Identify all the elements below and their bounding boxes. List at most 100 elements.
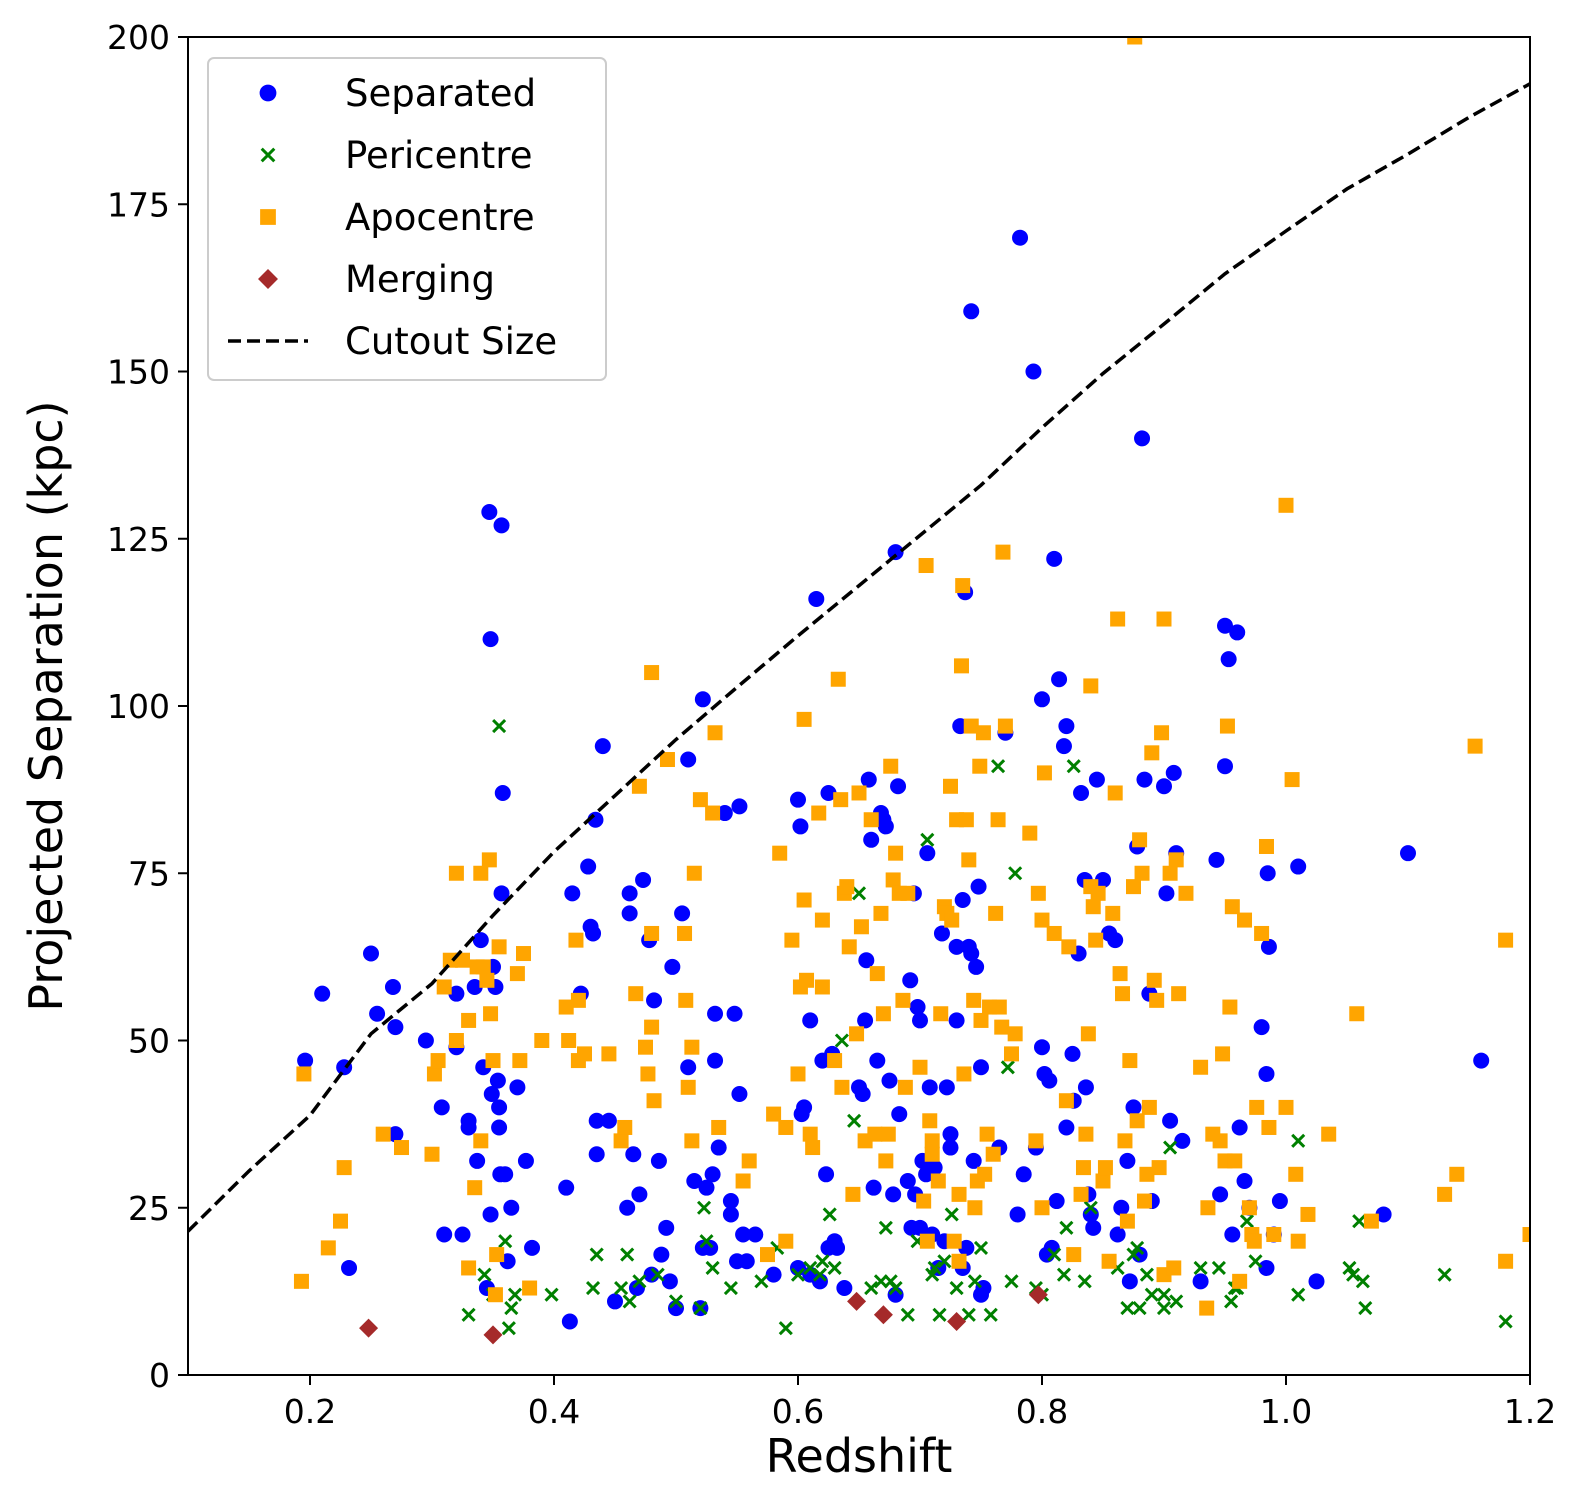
pericentre-point: [927, 1260, 942, 1276]
legend-label: Separated: [345, 72, 536, 115]
apocentre-point: [995, 544, 1011, 560]
apocentre-point: [991, 999, 1007, 1015]
apocentre-point: [485, 1053, 501, 1069]
pericentre-point: [477, 1267, 492, 1282]
apocentre-point: [955, 578, 971, 594]
separated-point: [1119, 1152, 1136, 1169]
apocentre-point: [805, 1140, 821, 1156]
pericentre-point: [1126, 1247, 1141, 1262]
pericentre-point: [650, 1267, 665, 1282]
x-tick-label: 0.2: [284, 1392, 336, 1431]
apocentre-point: [1007, 1026, 1023, 1042]
separated-point: [1034, 691, 1050, 708]
separated-point: [482, 631, 499, 648]
apocentre-point: [1258, 838, 1274, 854]
apocentre-point: [1126, 879, 1141, 895]
apocentre-point: [296, 1066, 312, 1082]
pericentre-point: [585, 1280, 601, 1296]
separated-point: [738, 1253, 755, 1270]
separated-point: [489, 1072, 506, 1089]
separated-point: [1125, 1099, 1142, 1116]
y-tick-label: 200: [107, 18, 170, 57]
apocentre-point: [1139, 1166, 1155, 1182]
apocentre-point: [333, 1213, 348, 1229]
separated-point: [1158, 885, 1175, 902]
separated-point: [1088, 771, 1105, 788]
apocentre-point: [577, 1046, 592, 1062]
apocentre-point: [320, 1240, 336, 1256]
apocentre-point: [522, 1280, 538, 1296]
apocentre-point: [479, 972, 495, 988]
legend-item-merging: Merging: [258, 258, 495, 301]
apocentre-point: [994, 1019, 1010, 1035]
legend-marker: [260, 147, 276, 163]
separated-point: [926, 1159, 943, 1176]
apocentre-point: [1061, 939, 1077, 955]
pericentre-point: [815, 1254, 830, 1269]
separated-point: [1085, 1219, 1102, 1236]
separated-point: [790, 791, 806, 808]
apocentre-point: [491, 939, 507, 955]
separated-point: [594, 738, 611, 755]
apocentre-point: [799, 972, 815, 988]
pericentre-point: [723, 1280, 738, 1296]
apocentre-point: [617, 1119, 633, 1135]
separated-point: [973, 1059, 989, 1076]
legend-label: Cutout Size: [345, 320, 557, 363]
separated-point: [1174, 1132, 1191, 1149]
separated-point: [921, 1079, 938, 1096]
apocentre-point: [534, 1033, 550, 1048]
apocentre-point: [436, 979, 452, 995]
pericentre-point: [949, 1280, 964, 1296]
apocentre-point: [853, 919, 869, 935]
apocentre-point: [814, 912, 830, 928]
separated-point: [1473, 1052, 1490, 1069]
apocentre-point: [1115, 986, 1131, 1002]
apocentre-point: [1110, 611, 1126, 627]
separated-point: [524, 1239, 541, 1256]
apocentre-point: [1227, 1153, 1243, 1169]
apocentre-point: [1097, 1160, 1113, 1176]
separated-point: [1048, 1193, 1065, 1210]
apocentre-point: [888, 845, 904, 861]
separated-point: [472, 932, 489, 949]
legend: Separated Pericentre Apocentre Merging Cutou…: [207, 57, 607, 381]
separated-point: [1224, 1226, 1241, 1243]
apocentre-point: [686, 865, 702, 881]
separated-point: [1258, 1259, 1275, 1276]
pericentre-point: [696, 1200, 712, 1215]
separated-point: [1290, 858, 1307, 875]
pericentre-point: [705, 1260, 720, 1276]
legend-item-apocentre: Apocentre: [260, 196, 535, 239]
apocentre-point: [990, 812, 1006, 828]
apocentre-point: [900, 885, 916, 901]
apocentre-point: [613, 1133, 629, 1149]
separated-point: [1046, 550, 1063, 567]
apocentre-point: [784, 932, 800, 948]
y-tick-label: 175: [107, 185, 170, 224]
separated-point: [517, 1152, 534, 1169]
pericentre-point: [1211, 1260, 1226, 1276]
pericentre-point: [851, 886, 867, 901]
apocentre-point: [1088, 932, 1104, 948]
apocentre-point: [851, 785, 867, 801]
separated-point: [1051, 671, 1068, 688]
pericentre-point: [1066, 759, 1081, 774]
separated-point: [731, 798, 748, 815]
apocentre-point: [1290, 1233, 1306, 1249]
apocentre-point: [467, 1180, 483, 1196]
apocentre-point: [796, 892, 812, 908]
cutout-size-line: [188, 82, 1530, 1233]
separated-point: [722, 1193, 739, 1210]
apocentre-point: [827, 1053, 843, 1069]
separated-point: [938, 1079, 955, 1096]
separated-point: [1400, 845, 1416, 862]
apocentre-point: [1363, 1213, 1379, 1229]
apocentre-point: [601, 1046, 617, 1062]
pericentre-point: [1120, 1301, 1135, 1316]
pericentre-point: [492, 719, 507, 734]
legend-label: Apocentre: [345, 196, 535, 239]
pericentre-point: [803, 1260, 818, 1276]
y-tick-label: 25: [128, 1189, 170, 1228]
